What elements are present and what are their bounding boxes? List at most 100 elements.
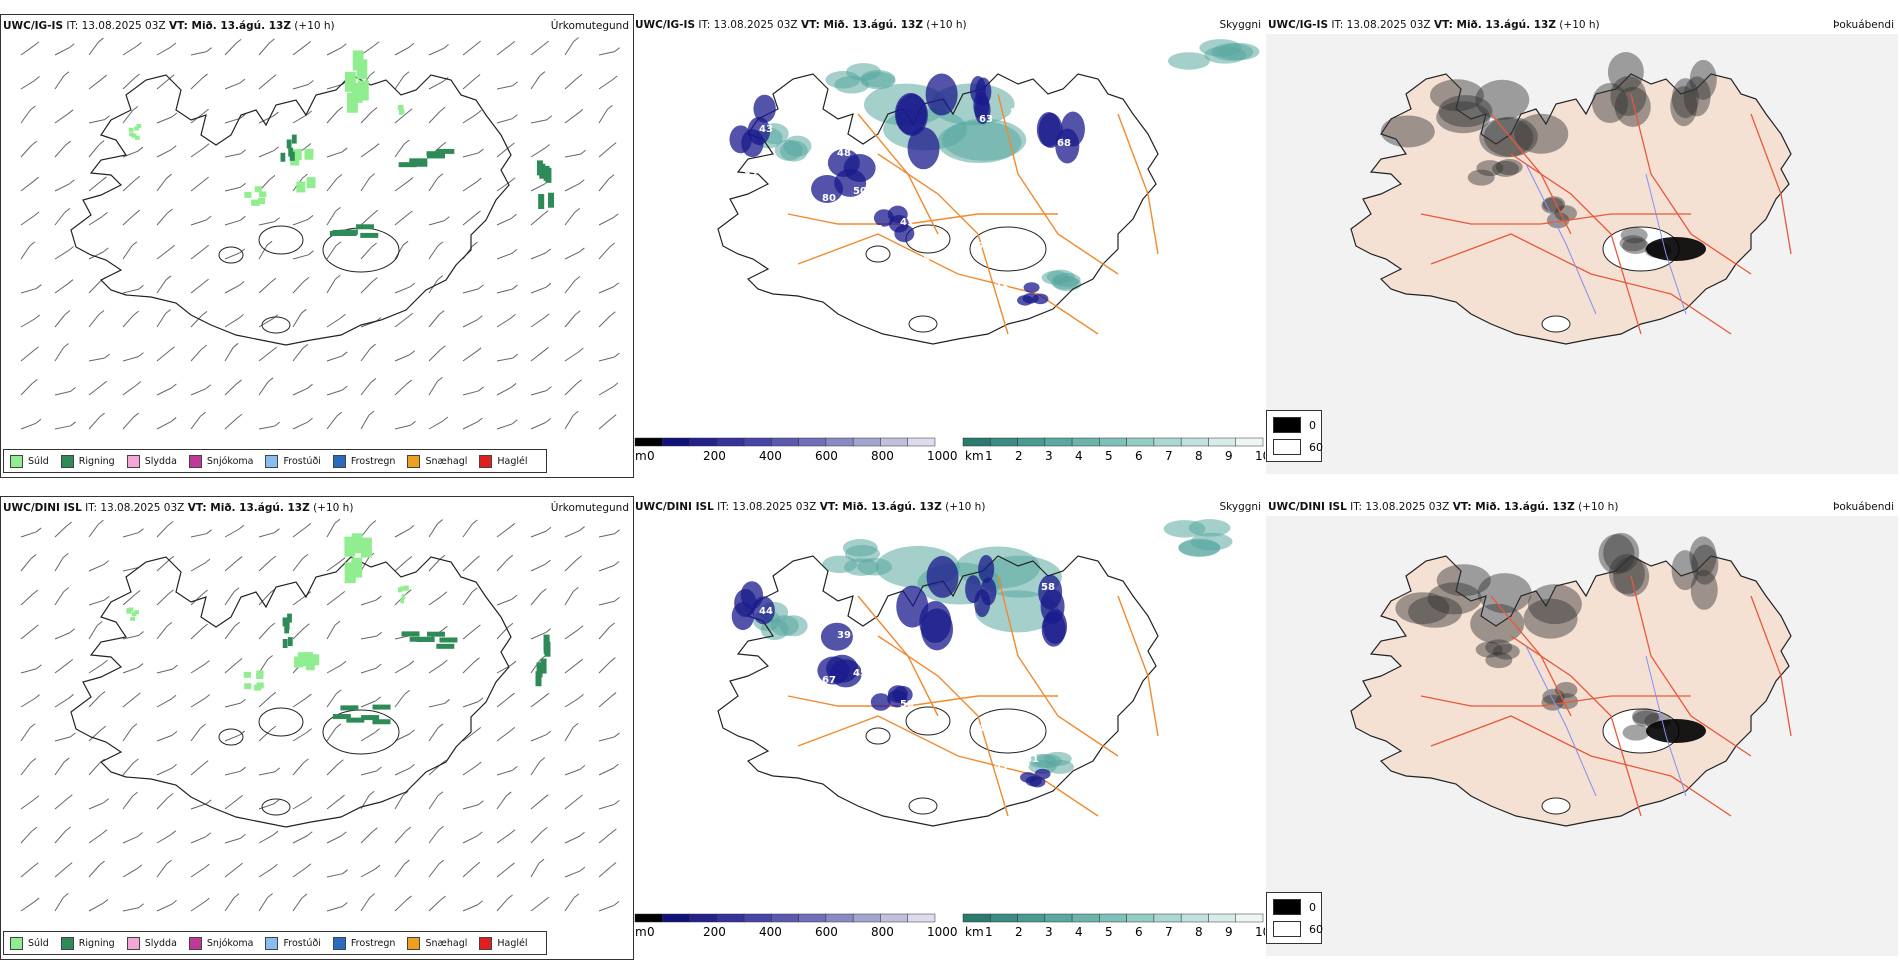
vis-bar-tick: 6	[1135, 449, 1143, 463]
legend-swatch	[188, 936, 202, 950]
cloud-bar-tick: 600	[815, 925, 838, 939]
cloud-base-value: 39	[1072, 93, 1086, 104]
cloud-base-value: 149	[791, 200, 812, 211]
vis-bar-tick: 10	[1255, 925, 1265, 939]
panel-title: UWC/DINI ISL IT: 13.08.2025 03Z VT: Mið.…	[1268, 501, 1619, 513]
legend-swatch	[10, 454, 23, 468]
vis-bar-tick: 2	[1015, 925, 1023, 939]
fog-map-1	[1266, 34, 1898, 474]
legend-swatch	[60, 936, 74, 950]
panel-title: UWC/DINI ISL IT: 13.08.2025 03Z VT: Mið.…	[3, 502, 354, 514]
cloud-base-value: 41	[1025, 272, 1039, 283]
legend-item-5: Frostregn	[332, 454, 395, 468]
cloud-base-value: 149	[838, 231, 859, 242]
legend-label: Haglél	[497, 455, 528, 467]
cloud-base-value: 107	[1026, 145, 1047, 156]
cloud-base-value: 111	[760, 207, 781, 218]
vis-bar-tick: 7	[1165, 449, 1173, 463]
precip-type-panel-2: UWC/DINI ISL IT: 13.08.2025 03Z VT: Mið.…	[0, 496, 634, 960]
legend-label: Frostúði	[283, 937, 321, 949]
legend-item-5: Frostregn	[332, 936, 396, 950]
cloud-base-value: 48	[837, 148, 851, 159]
panel-label: Þokuábendi	[1833, 501, 1894, 513]
vis-bar-unit: km	[965, 925, 984, 939]
cloud-base-value: 50	[900, 699, 914, 710]
legend-item-3: Snjókoma	[188, 454, 254, 468]
cloud-base-value: 42	[931, 692, 945, 703]
cloud-bar-tick: 600	[815, 449, 838, 463]
vis-bar-tick: 1	[985, 449, 993, 463]
cloud-base-value: 55	[916, 255, 930, 266]
vis-bar-tick: 2	[1015, 449, 1023, 463]
cloud-base-value: 70	[978, 241, 992, 252]
legend-item-6: Snæhagl	[407, 936, 467, 950]
cloud-bar-tick: 800	[871, 449, 894, 463]
iceland-outline	[71, 75, 511, 345]
cloud-base-value: 51	[1025, 754, 1039, 765]
cloud-base-value: 41	[900, 217, 914, 228]
legend-label: Snjókoma	[206, 455, 254, 467]
cloud-base-value: 46	[1072, 575, 1086, 586]
visibility-panel-2: 46 55 39 37 42 46 51 46 44 37 45 50 86 53 58 52 118 67 UW…	[633, 496, 1265, 958]
iceland-outline	[71, 557, 511, 827]
cloud-base-value: 86	[947, 730, 961, 741]
precip-map-2	[20, 518, 620, 912]
road-network	[787, 93, 1159, 335]
precip-map-1	[20, 37, 620, 430]
vis-bar-tick: 5	[1105, 925, 1113, 939]
colorbars-2: m0 200 400 600 800 1000 km1 2 3 4 5 6 7 8 9 10	[633, 912, 1270, 950]
legend-swatch	[60, 454, 74, 468]
cloud-base-value: 51	[994, 279, 1008, 290]
cloud-base-value: 42	[947, 248, 961, 259]
legend-swatch	[407, 936, 421, 950]
legend-label: Slydda	[144, 937, 177, 949]
vis-bar-unit: km	[965, 449, 984, 463]
colorbars-1: m0 200 400 600 800 1000 km1 2 3 4 5 6 7 8 9 10	[633, 436, 1270, 476]
cloud-base-values: 46 55 39 37 42 46 51 46 44 37 45 50 86 53 58 52 118 67	[743, 568, 1102, 772]
vis-bar-tick: 7	[1165, 925, 1173, 939]
cloud-base-value: 53	[994, 761, 1008, 772]
visibility-map-1: 2254485649704139436150414251675712809855…	[633, 39, 1260, 476]
cloud-base-areas	[731, 554, 1068, 788]
vis-bar-tick: 9	[1225, 449, 1233, 463]
legend-label: Snjókoma	[206, 937, 254, 949]
vis-bar-tick: 8	[1195, 449, 1203, 463]
cloud-base-value: 86	[1010, 107, 1024, 118]
precip-type-panel-1: UWC/IG-IS IT: 13.08.2025 03Z VT: Mið. 13…	[0, 14, 634, 478]
cloud-base-value: 57	[1088, 131, 1102, 142]
cloud-base-value: 45	[853, 668, 867, 679]
fog-areas	[1380, 52, 1717, 261]
cloud-base-value: 56	[884, 179, 898, 190]
visibility-panel-1: 22 54 48 56 49 70 41 39 43 61 50 41 42 51 67 57 12 80 98 55…	[633, 14, 1265, 476]
cloud-base-value: 44	[759, 606, 773, 617]
fog-panel-1: UWC/IG-IS IT: 13.08.2025 03Z VT: Mið. 13…	[1266, 14, 1898, 476]
vis-bar-tick: 3	[1045, 925, 1053, 939]
panel-title: UWC/IG-IS IT: 13.08.2025 03Z VT: Mið. 13…	[635, 19, 967, 31]
precip-legend: Súld Rigning Slydda Snjókoma Frostúði Frostre…	[3, 931, 547, 955]
cloud-base-value: 82	[744, 169, 758, 180]
cloud-base-value: 22	[743, 86, 757, 97]
cloud-base-value: 55	[790, 599, 804, 610]
legend-swatch	[10, 936, 23, 950]
cloud-base-areas	[729, 73, 1085, 306]
vis-bar-tick: 8	[1195, 925, 1203, 939]
panel-label: Skyggni	[1219, 19, 1262, 31]
wind-barbs	[20, 518, 620, 912]
legend-item-3: Snjókoma	[188, 936, 254, 950]
cloud-bar-tick: 200	[703, 925, 726, 939]
legend-label: Frostregn	[350, 937, 396, 949]
cloud-base-value: 49	[931, 210, 945, 221]
cloud-bar-tick: 0	[647, 449, 655, 463]
cloud-bar-tick: 400	[759, 449, 782, 463]
cloud-base-value: 68	[1057, 138, 1071, 149]
legend-item-4: Frostúði	[265, 454, 321, 468]
vis-bar-tick: 1	[985, 925, 993, 939]
cloud-base-value: 109	[885, 262, 906, 273]
cloud-base-value: 43	[759, 124, 773, 135]
cloud-base-value: 12	[775, 162, 789, 173]
legend-swatch	[188, 454, 202, 468]
cloud-base-value: 80	[822, 193, 836, 204]
wind-barbs	[20, 37, 620, 430]
legend-item-4: Frostúði	[265, 936, 321, 950]
